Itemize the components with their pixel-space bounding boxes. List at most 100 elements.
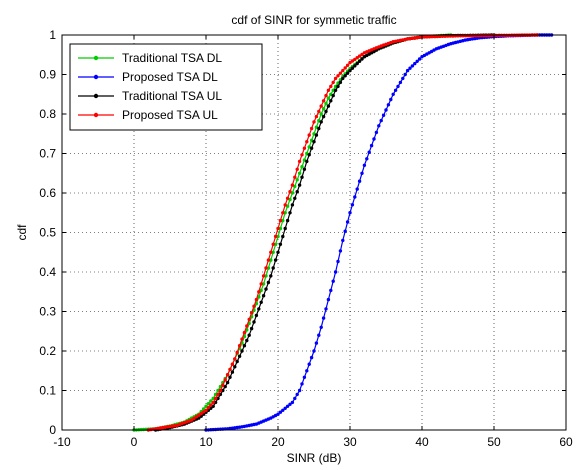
series-point [305,159,309,164]
series-point [355,56,359,60]
series-point [413,61,417,66]
series-point [201,410,206,414]
series-point [257,307,261,311]
x-tick-label: 40 [415,435,429,449]
series-point [317,126,321,131]
series-point [259,300,263,304]
series-point [221,388,225,393]
series-point [305,369,309,373]
series-point [264,287,268,291]
series-point [223,378,227,382]
y-tick-label: 0 [49,423,56,437]
series-point [252,320,256,324]
series-point [295,190,299,194]
series-point [307,133,311,137]
series-point [271,242,275,246]
series-point [264,266,268,270]
series-point [317,109,321,114]
series-point [297,159,302,164]
series-point [326,104,331,108]
series-point [362,163,367,167]
y-tick-label: 0.2 [39,344,56,358]
series-point [309,126,314,131]
series-point [338,80,343,85]
legend-label: Traditional TSA DL [122,51,222,65]
series-point [350,203,355,207]
series-point [309,355,314,360]
series-point [297,171,302,175]
series-point [355,61,359,66]
series-point [269,250,273,254]
series-point [273,234,278,239]
series-point [221,383,225,387]
series-point [293,396,297,401]
series-point [192,416,196,421]
series-point [259,282,263,286]
series-point [273,242,278,247]
series-point [331,80,335,85]
series-point [309,146,314,150]
y-tick-label: 0.9 [39,68,56,82]
series-point [281,234,285,239]
series-point [425,35,429,39]
series-point [278,242,283,246]
series-point [285,218,290,223]
series-point [249,326,254,331]
series-point [252,304,256,308]
series-point [331,93,335,98]
series-point [285,404,290,408]
series-point [324,109,328,114]
series-point [302,146,307,150]
series-point [329,84,333,89]
series-point [415,59,419,63]
series-point [324,101,328,106]
y-tick-label: 0.7 [39,147,56,161]
y-tick-label: 1 [49,28,56,42]
series-point [269,274,273,278]
series-point [410,64,415,68]
series-point [218,388,223,393]
series-point [216,396,220,401]
series-point [283,406,287,410]
series-point [314,341,319,345]
series-point [403,72,407,77]
y-tick-label: 0.4 [39,265,56,279]
series-point [377,124,381,128]
series-point [266,266,271,270]
series-point [283,211,287,215]
series-point [341,76,345,81]
series-point [230,362,235,366]
legend-marker [93,112,99,118]
series-point [216,388,220,393]
series-point [326,88,331,93]
series-point [247,333,251,337]
series-point [276,226,280,231]
series-point [319,120,323,124]
series-point [278,226,283,231]
series-point [288,190,292,194]
series-point [365,157,369,161]
series-point [278,410,283,414]
series-point [209,403,213,407]
series-point [295,392,299,397]
legend-entry: Traditional TSA UL [78,89,222,103]
series-point [216,392,220,397]
series-point [398,80,403,85]
series-point [240,349,244,353]
x-tick-label: 30 [343,435,357,449]
series-point [276,250,280,254]
series-point [321,99,326,103]
series-point [324,93,328,98]
series-point [225,380,230,385]
series-point [319,112,323,116]
series-point [336,74,340,78]
series-point [321,114,326,119]
series-point [353,64,357,68]
series-point [422,35,427,39]
series-point [276,412,280,416]
series-point [228,375,232,379]
series-point [435,34,440,39]
series-point [357,179,362,183]
series-point [237,354,242,358]
series-point [312,140,316,144]
